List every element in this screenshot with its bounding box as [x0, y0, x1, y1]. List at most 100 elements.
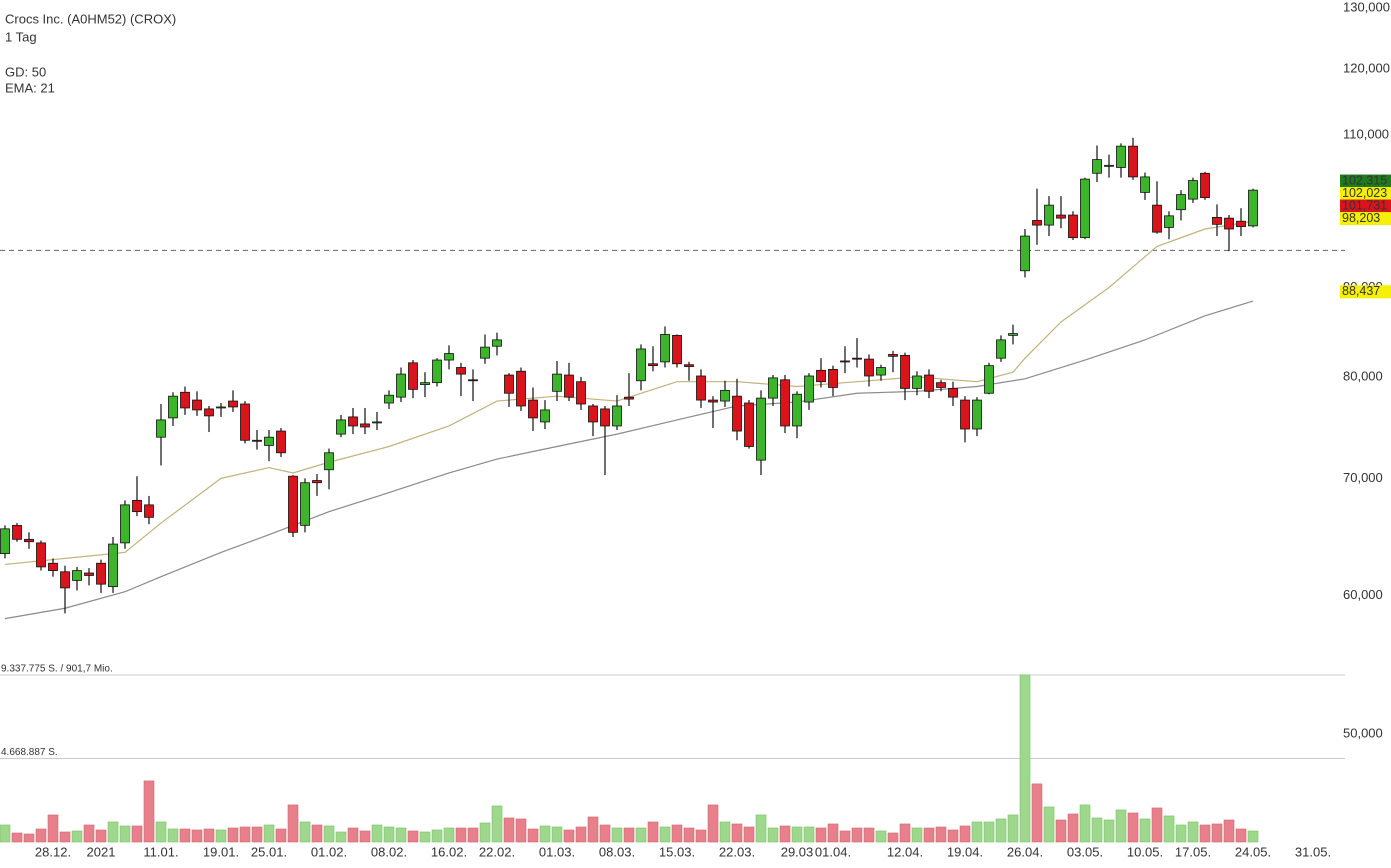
chart-title: Crocs Inc. (A0HM52) (CROX) — [5, 11, 176, 26]
candle-body — [504, 374, 514, 394]
volume-bar — [923, 827, 935, 843]
candle-body — [588, 405, 598, 423]
volume-bar — [407, 830, 419, 843]
volume-bar — [1067, 813, 1079, 843]
candle-body — [204, 408, 214, 417]
candle-body — [600, 408, 610, 427]
candle-body — [528, 399, 538, 419]
volume-bar — [479, 822, 491, 843]
x-tick-label: 17.05. — [1175, 844, 1211, 859]
volume-bar — [851, 827, 863, 843]
volume-bar — [803, 826, 815, 843]
volume-bar — [1115, 809, 1127, 843]
volume-bar — [1223, 819, 1235, 843]
volume-bar — [83, 824, 95, 843]
candle-body — [1188, 180, 1198, 200]
candle-body — [240, 403, 250, 441]
volume-bar — [227, 827, 239, 843]
candle-body — [924, 374, 934, 392]
volume-bar — [0, 824, 11, 843]
x-tick-label: 03.05. — [1067, 844, 1103, 859]
volume-bar — [911, 827, 923, 843]
volume-bar — [443, 827, 455, 843]
candle-body — [708, 399, 718, 403]
candle-body — [840, 360, 850, 363]
price-label-box — [1340, 199, 1391, 213]
price-label-box — [1340, 174, 1391, 188]
candle-body — [516, 370, 526, 407]
volume-bar — [707, 804, 719, 843]
candle-body — [696, 375, 706, 401]
volume-bar — [1091, 817, 1103, 843]
moving-average — [4, 220, 1254, 566]
candle-body — [672, 334, 682, 365]
volume-bar — [311, 824, 323, 843]
candle-body — [216, 406, 226, 409]
candle-body — [1020, 235, 1030, 272]
candle-body — [564, 374, 574, 398]
volume-bar — [155, 821, 167, 843]
volume-bar — [935, 826, 947, 843]
volume-bar — [647, 821, 659, 843]
candle-body — [1236, 220, 1246, 228]
candle-body — [612, 405, 622, 427]
volume-bar — [1247, 830, 1259, 843]
candle-body — [1200, 172, 1210, 199]
y-tick-label: 130,000 — [1343, 0, 1390, 15]
candle-body — [24, 538, 34, 543]
x-tick-label: 15.03. — [659, 844, 695, 859]
volume-bar — [683, 827, 695, 843]
candle-body — [1056, 214, 1066, 219]
volume-bar — [347, 827, 359, 843]
volume-bar — [467, 827, 479, 843]
volume-bar — [1007, 814, 1019, 843]
volume-bar — [359, 830, 371, 843]
candle-body — [876, 367, 886, 376]
price-label: 98,203 — [1342, 211, 1380, 225]
candle-body — [360, 423, 370, 428]
volume-tick-label: 4.668.887 S. — [1, 747, 58, 758]
volume-bar — [1139, 818, 1151, 843]
volume-bar — [1163, 815, 1175, 843]
price-label: 102,315 — [1342, 173, 1387, 187]
volume-bar — [827, 823, 839, 843]
legend-entry: GD: 50 — [5, 64, 46, 79]
volume-bar — [971, 821, 983, 843]
x-tick-label: 19.01. — [203, 844, 239, 859]
x-tick-label: 25.01. — [251, 844, 287, 859]
x-tick-label: 12.04. — [887, 844, 923, 859]
price-label: 88,437 — [1342, 284, 1380, 298]
volume-bar — [455, 827, 467, 843]
y-tick-label: 110,000 — [1343, 126, 1389, 141]
candle-body — [228, 400, 238, 408]
candle-body — [1164, 215, 1174, 228]
candle-body — [264, 436, 274, 446]
candle-body — [852, 357, 862, 360]
candle-body — [1044, 204, 1054, 226]
volume-bar — [431, 829, 443, 843]
candle-body — [36, 542, 46, 568]
volume-bar — [587, 816, 599, 843]
volume-bar — [167, 828, 179, 843]
volume-bar — [983, 821, 995, 843]
x-tick-label: 26.04. — [1007, 844, 1043, 859]
volume-bar — [323, 825, 335, 843]
candle-body — [192, 399, 202, 411]
volume-bar — [131, 825, 143, 843]
candle-body — [624, 396, 634, 400]
candle-body — [636, 348, 646, 382]
y-tick-label: 50,000 — [1343, 725, 1383, 740]
candle-body — [156, 419, 166, 438]
volume-bar — [779, 825, 791, 843]
volume-bar — [995, 818, 1007, 843]
volume-bar — [1079, 804, 1091, 843]
candle-body — [48, 562, 58, 571]
volume-bar — [11, 832, 23, 843]
volume-bar — [743, 826, 755, 843]
candle-body — [816, 369, 826, 383]
legend-entry: EMA: 21 — [5, 80, 55, 95]
candle-body — [480, 346, 490, 359]
x-tick-label: 22.02. — [479, 844, 515, 859]
candle-body — [780, 379, 790, 427]
y-tick-label: 70,000 — [1343, 470, 1383, 485]
